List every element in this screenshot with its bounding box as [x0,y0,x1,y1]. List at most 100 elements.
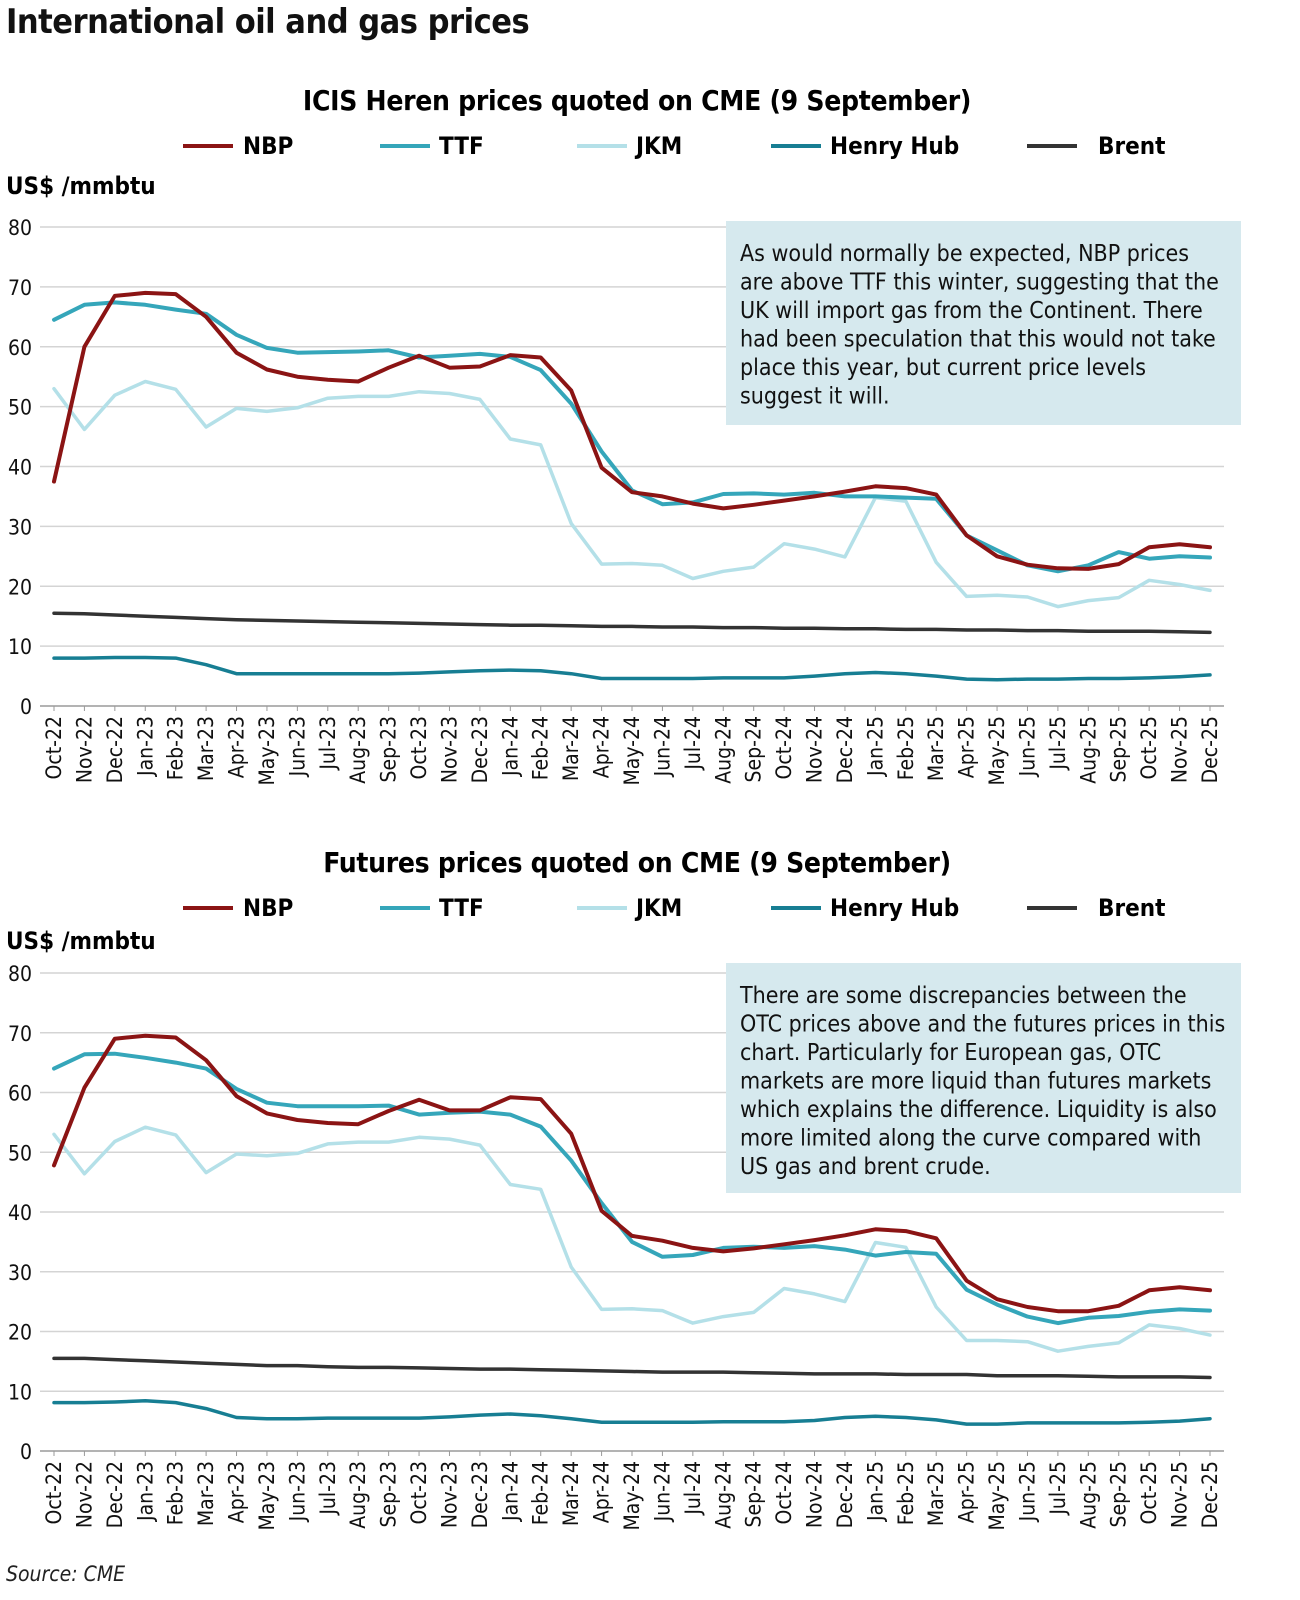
source-note: Source: CME [6,1562,126,1586]
legend-label-ttf: TTF [439,894,484,922]
x-tick-label: Feb-25 [894,1461,918,1525]
x-tick-label: Dec-23 [468,716,492,783]
x-tick-label: Jun-24 [650,1461,674,1522]
x-tick-label: Sep-24 [742,716,766,782]
x-tick-label: Oct-24 [772,1461,796,1525]
x-tick-label: Jul-25 [1046,716,1070,771]
legend-label-nbp: NBP [243,894,293,922]
annotation-box [726,963,1241,1193]
y-tick-label: 60 [8,336,32,360]
legend-label-ttf: TTF [439,132,484,160]
y-tick-label: 30 [8,1261,32,1285]
y-tick-label: 0 [20,1440,32,1464]
page-title: International oil and gas prices [6,2,530,42]
series-line-nbp [52,1033,1212,1314]
x-tick-label: Jan-25 [863,716,887,777]
x-tick-label: May-24 [620,1461,644,1531]
x-tick-label: Dec-22 [103,1461,127,1528]
x-tick-label: Jun-23 [285,716,309,777]
y-tick-label: 20 [8,575,32,599]
x-tick-label: Sep-25 [1107,1461,1131,1527]
x-tick-label: Jul-25 [1046,1461,1070,1516]
x-tick-label: Mar-25 [924,1461,948,1526]
series-line-jkm [52,1125,1212,1353]
y-tick-label: 20 [8,1321,32,1345]
y-axis-label: US$ /mmbtu [6,172,156,200]
x-tick-label: Apr-23 [225,1461,249,1523]
y-tick-label: 40 [8,1201,32,1225]
legend-label-jkm: JKM [634,894,682,922]
legend-label-brent: Brent [1098,132,1165,160]
annotation-line: place this year, but current price level… [740,355,1146,381]
x-tick-label: Aug-24 [711,716,735,784]
x-tick-label: Apr-25 [955,1461,979,1523]
x-tick-label: May-23 [255,716,279,786]
y-tick-label: 70 [8,276,32,300]
series-line-ttf [52,1051,1212,1326]
x-tick-label: Apr-25 [955,716,979,778]
x-tick-label: Jun-23 [285,1461,309,1522]
annotation-line: As would normally be expected, NBP price… [740,241,1189,267]
x-tick-label: Nov-23 [437,1461,461,1528]
legend-label-nbp: NBP [243,132,293,160]
x-tick-label: Nov-22 [72,716,96,783]
x-tick-label: Feb-25 [894,716,918,780]
series-line-henry-hub [52,655,1212,682]
annotation-line: There are some discrepancies between the [739,983,1187,1009]
x-tick-label: May-25 [985,1461,1009,1531]
x-tick-label: Feb-23 [164,716,188,780]
annotation-box [726,221,1241,425]
annotation-line: chart. Particularly for European gas, OT… [740,1040,1161,1066]
x-tick-label: Mar-25 [924,716,948,781]
x-tick-label: Jan-24 [498,1461,522,1522]
y-tick-label: 80 [8,216,32,240]
x-tick-label: Aug-23 [346,716,370,784]
annotation-line: US gas and brent crude. [740,1154,991,1180]
chart-title: Futures prices quoted on CME (9 Septembe… [323,846,951,879]
x-tick-label: Jun-24 [650,716,674,777]
x-tick-label: Nov-24 [803,716,827,783]
annotation-line: are above TTF this winter, suggesting th… [740,270,1219,296]
y-tick-label: 50 [8,1141,32,1165]
x-tick-label: Mar-23 [194,716,218,781]
x-tick-label: Nov-25 [1168,716,1192,783]
y-tick-label: 40 [8,456,32,480]
x-tick-label: Dec-25 [1198,1461,1222,1528]
icis-heren-chart: ICIS Heren prices quoted on CME (9 Septe… [6,84,1241,786]
x-tick-label: Jul-23 [316,1461,340,1516]
y-tick-label: 60 [8,1082,32,1106]
y-axis-label: US$ /mmbtu [6,927,156,955]
annotation-line: markets are more liquid than futures mar… [740,1069,1211,1095]
x-tick-label: Mar-24 [559,716,583,781]
x-tick-label: Feb-23 [164,1461,188,1525]
x-tick-label: Feb-24 [529,716,553,780]
y-tick-label: 10 [8,1380,32,1404]
y-tick-label: 0 [20,695,32,719]
x-tick-label: Oct-23 [407,1461,431,1525]
series-line-brent [52,611,1212,635]
x-tick-label: Aug-23 [346,1461,370,1529]
x-tick-label: Jan-24 [498,716,522,777]
series-line-nbp [52,290,1212,571]
legend-label-henry-hub: Henry Hub [830,894,959,922]
y-tick-label: 80 [8,962,32,986]
annotation-line: more limited along the curve compared wi… [740,1126,1201,1152]
x-tick-label: Sep-23 [377,1461,401,1527]
x-tick-label: Oct-25 [1137,716,1161,780]
legend-label-jkm: JKM [634,132,682,160]
x-tick-label: Apr-23 [225,716,249,778]
x-tick-label: Aug-24 [711,1461,735,1529]
x-tick-label: Jun-25 [1015,716,1039,777]
x-tick-label: Oct-24 [772,716,796,780]
x-tick-label: Aug-25 [1076,716,1100,784]
x-tick-label: Aug-25 [1076,1461,1100,1529]
annotation-line: had been speculation that this would not… [740,327,1216,353]
x-tick-label: May-25 [985,716,1009,786]
x-tick-label: Nov-22 [72,1461,96,1528]
futures-chart: Futures prices quoted on CME (9 Septembe… [6,846,1241,1531]
y-tick-label: 50 [8,396,32,420]
x-tick-label: Oct-23 [407,716,431,780]
x-tick-label: Nov-25 [1168,1461,1192,1528]
x-tick-label: Dec-24 [833,1461,857,1528]
series-line-jkm [52,379,1212,609]
